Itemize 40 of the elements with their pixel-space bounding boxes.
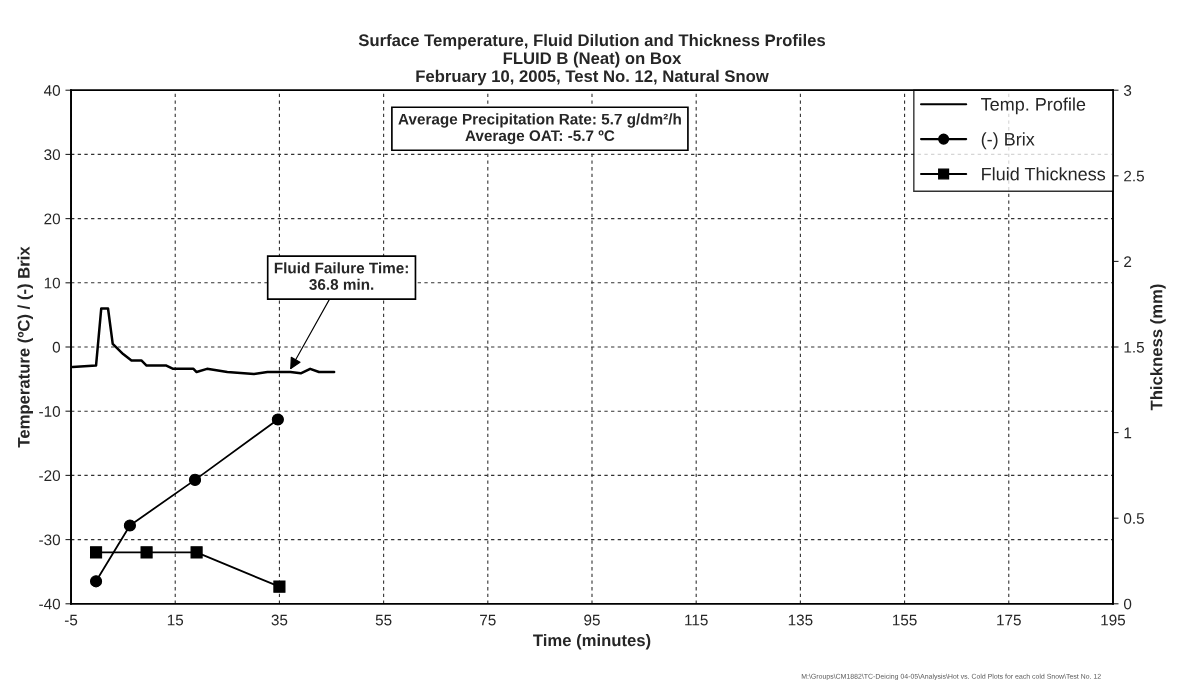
y2-tick-label: 1 [1124, 427, 1132, 439]
x-tick-label: 95 [584, 614, 600, 626]
y2-tick-label: 0 [1123, 598, 1132, 610]
y-tick-label: -30 [39, 534, 61, 546]
y2-tick-label: 0.5 [1123, 513, 1144, 524]
x-tick-label: 175 [997, 614, 1021, 626]
legend-label: (-) Brix [981, 132, 1035, 150]
point [188, 473, 202, 486]
x-tick-label: 15 [167, 614, 184, 626]
chart-title: Surface Temperature, Fluid Dilution and Thickness Profiles FLUID B (Neat) on Box February 10, 2005, Test No. 12, Natural Snow [358, 33, 826, 86]
x-tick-label: 195 [1101, 614, 1126, 626]
annotation: Fluid Failure Time: 36.8 min. [274, 262, 408, 290]
point [123, 519, 136, 532]
point [271, 413, 284, 426]
y2-tick-label: 1.5 [1124, 342, 1144, 353]
y-tick-label: -40 [39, 598, 61, 610]
x-tick-label: 115 [685, 614, 708, 626]
x-tick-label: 135 [788, 614, 813, 626]
legend-label: Fluid Thickness [982, 167, 1106, 181]
y-tick-label: 20 [44, 213, 61, 225]
y2-axis-title: Thickness (mm) [1150, 284, 1166, 411]
point [89, 575, 103, 588]
y-tick-label: 30 [44, 149, 61, 161]
y-tick-label: 40 [43, 85, 61, 96]
y2-tick-label: 2 [1124, 256, 1132, 267]
x-tick-label: 35 [271, 614, 288, 626]
legend-label: Temp. Profile [981, 97, 1086, 115]
y-axis-title: Temperature (ºC) / (-) Brix [17, 246, 33, 448]
x-tick-label: 75 [480, 614, 496, 626]
y-tick-label: 0 [52, 341, 61, 353]
annotation: Average Precipitation Rate: 5.7 g/dm²/h Average OAT: -5.7 ºC [398, 113, 681, 145]
x-axis-title: Time (minutes) [533, 633, 651, 650]
y-tick-label: -10 [39, 406, 61, 417]
x-tick-label: 55 [375, 614, 392, 626]
y-tick-label: -20 [39, 470, 61, 482]
y2-tick-label: 3 [1123, 85, 1132, 96]
x-tick-label: 155 [893, 614, 917, 626]
y2-tick-label: 2.5 [1124, 170, 1144, 182]
y-tick-label: 10 [44, 277, 61, 289]
x-tick-label: -5 [64, 614, 78, 626]
